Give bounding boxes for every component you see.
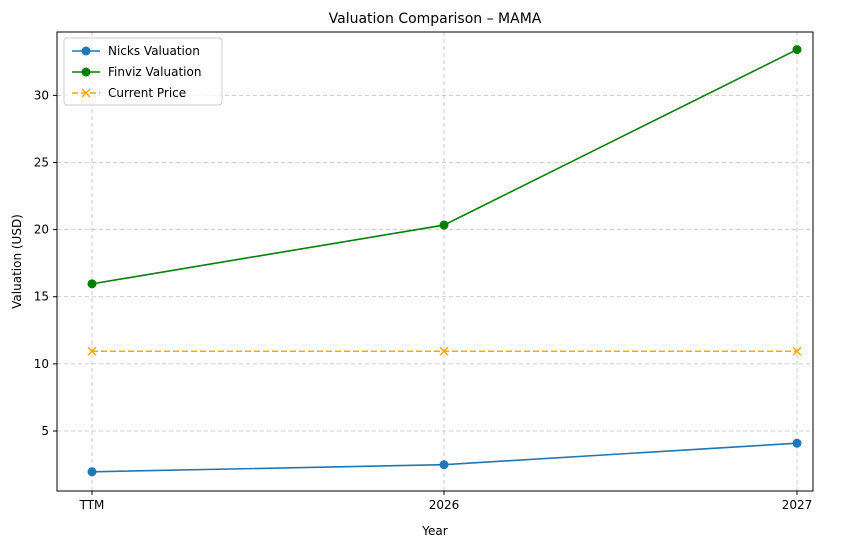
data-point [439,346,449,356]
legend-item: Finviz Valuation [72,65,201,79]
y-tick-label: 10 [34,357,49,371]
legend-label: Finviz Valuation [108,65,201,79]
series-nicks-valuation [87,438,802,477]
legend-label: Nicks Valuation [108,44,200,58]
axis-ticks: 5 10 15 20 25 30 TTM 2026 2027 [34,88,813,512]
data-point [792,346,802,356]
legend-marker [81,88,91,98]
data-point [87,467,97,477]
legend: Nicks Valuation Finviz Valuation Current P… [63,37,223,106]
marker-x-stroke [81,88,91,98]
grid [57,32,813,491]
y-tick-label: 30 [34,88,49,102]
data-point [87,279,97,289]
data-point [792,45,802,55]
data-point [87,346,97,356]
legend-item: Nicks Valuation [72,44,200,58]
plot-frame [56,31,814,492]
y-tick-label: 20 [34,223,49,237]
legend-label: Current Price [108,86,186,100]
data-point [792,438,802,448]
legend-marker [81,67,91,77]
chart-title: Valuation Comparison – MAMA [329,11,542,27]
series [87,45,802,477]
y-tick-label: 15 [34,290,49,304]
y-tick-label: 25 [34,155,49,169]
marker-x-stroke [439,346,449,356]
x-tick-label: 2026 [429,498,460,512]
data-point [439,220,449,230]
y-tick-label: 5 [41,424,49,438]
series-current-price [87,346,802,356]
x-tick-label: 2027 [782,498,813,512]
series-finviz-valuation [87,45,802,289]
marker-x-stroke [792,346,802,356]
legend-box [63,37,223,106]
data-point [439,460,449,470]
y-axis-label: Valuation (USD) [10,214,24,309]
legend-item: Current Price [72,86,186,100]
legend-marker [81,46,91,56]
x-axis-label: Year [421,524,447,538]
marker-x-stroke [87,346,97,356]
x-tick-label: TTM [79,498,105,512]
